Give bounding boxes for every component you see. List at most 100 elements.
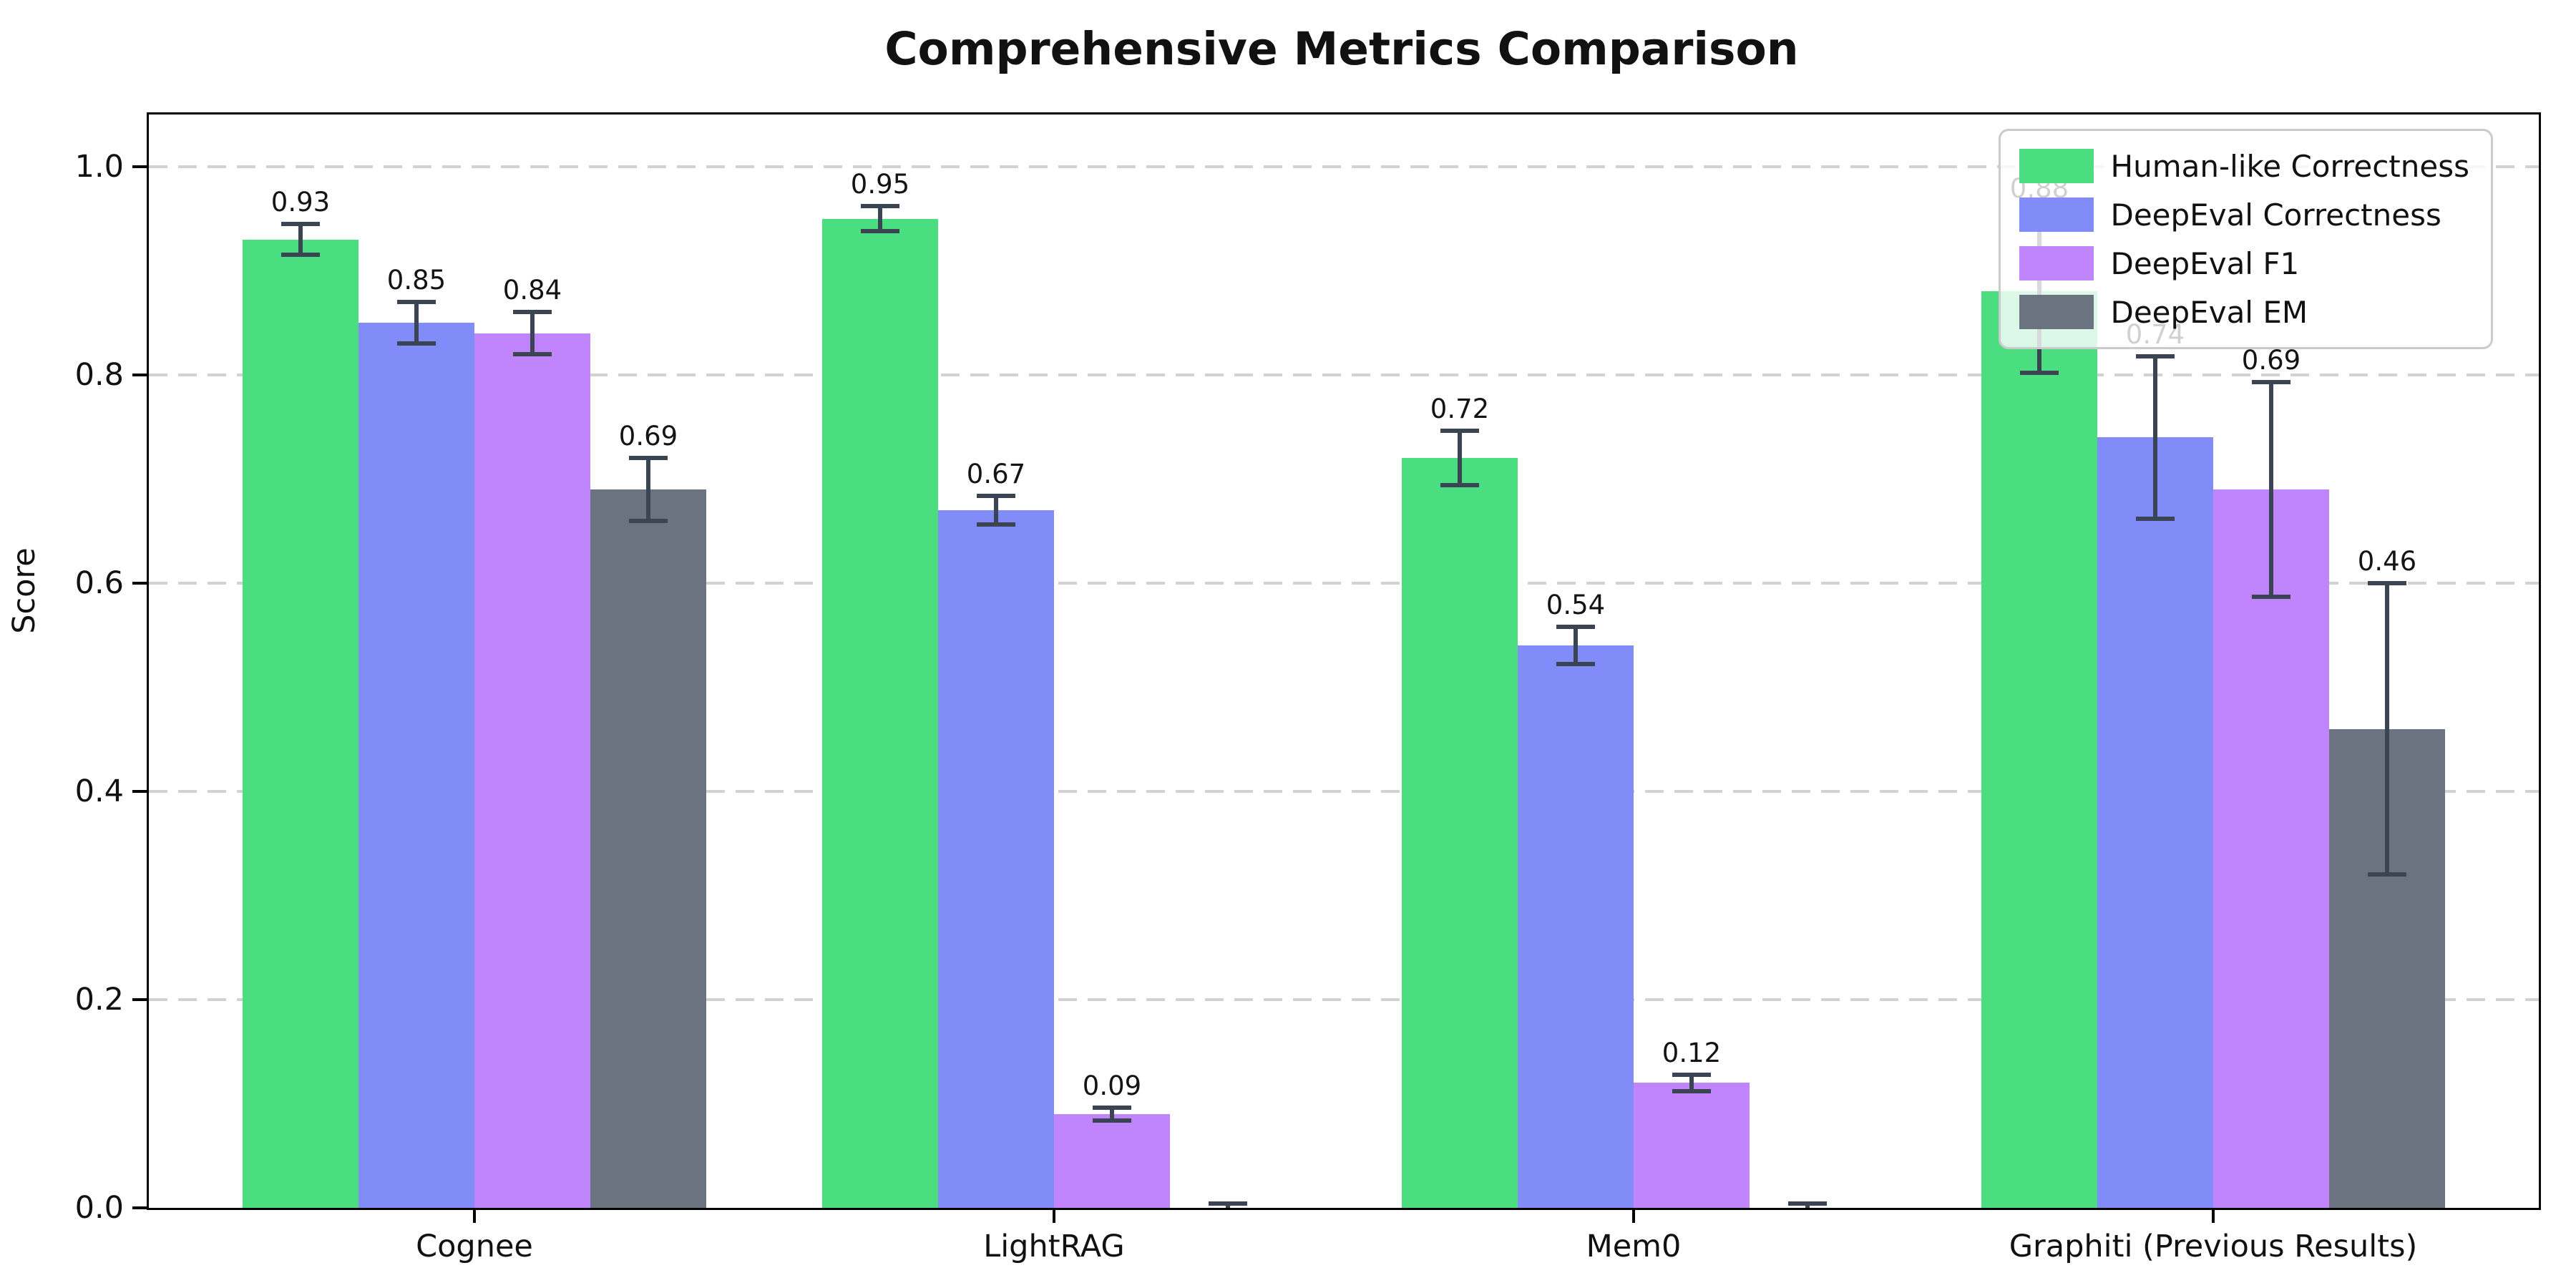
plot-area: 0.930.950.720.880.850.670.540.740.840.09… [147,112,2541,1210]
error-bar-cap [629,456,668,461]
error-bar [1689,1074,1694,1091]
error-bar [646,458,650,521]
y-tick-label: 0.8 [74,356,124,393]
gridline-0.2 [149,997,2539,1001]
error-bar-cap [2020,370,2059,375]
error-bar [2153,356,2157,519]
legend-entry: DeepEval F1 [2019,243,2470,284]
bar-deepeval-correctness-2 [1518,645,1634,1208]
error-bar-cap [513,310,552,315]
error-bar-cap [2136,516,2175,521]
error-bar-cap [281,253,320,258]
legend-entry: Human-like Correctness [2019,145,2470,187]
x-tick-mark [1632,1210,1635,1223]
bar-value-label: 0.67 [966,458,1026,489]
error-bar-cap [281,221,320,226]
legend-swatch-human-like-correctness [2019,149,2094,183]
error-bar [1458,431,1462,486]
error-bar-cap [1440,429,1479,434]
bar-value-label: 0.69 [618,421,678,452]
legend-label: DeepEval Correctness [2110,197,2441,233]
error-bar-cap [2368,872,2406,877]
bar-human-like-correctness-0 [243,239,358,1208]
bar-value-label: 0.85 [386,264,447,296]
y-tick-label: 0.6 [74,565,124,601]
error-bar-cap [1093,1118,1131,1123]
bar-human-like-correctness-3 [1981,291,2097,1208]
x-tick-mark [2212,1210,2215,1223]
x-category-label: Cognee [416,1229,533,1264]
error-bar-cap [2252,379,2290,384]
bar-value-label: 0.84 [502,275,562,306]
error-bar [2385,582,2389,875]
error-bar-cap [513,351,552,356]
y-tick-label: 0.0 [74,1190,124,1226]
legend-swatch-deepeval-correctness [2019,197,2094,232]
error-bar-cap [2252,594,2290,599]
y-tick-mark [132,789,147,793]
error-bar-cap [977,493,1015,498]
legend-label: Human-like Correctness [2110,148,2470,184]
x-category-label: LightRAG [983,1229,1125,1264]
error-bar-cap [397,299,436,304]
error-bar [530,312,535,354]
error-bar-cap [1093,1106,1131,1111]
bar-value-label: 0.09 [1082,1070,1142,1102]
gridline-0.4 [149,789,2539,793]
error-bar-cap [861,204,899,209]
error-bar-cap [1672,1089,1711,1093]
error-bar [1574,626,1578,665]
gridline-0.8 [149,373,2539,376]
error-bar-cap [1556,662,1595,667]
error-bar [878,206,882,231]
error-bar [994,495,998,525]
error-bar-cap [1209,1201,1247,1206]
bar-deepeval-correctness-1 [938,509,1054,1208]
x-tick-mark [1053,1210,1055,1223]
error-bar-cap [1672,1072,1711,1077]
error-bar-cap [1556,624,1595,629]
error-bar-cap [1788,1201,1827,1206]
legend: Human-like Correctness DeepEval Correctne… [1998,129,2493,349]
bar-value-label: 0.72 [1430,394,1490,425]
y-tick-mark [132,1206,147,1209]
bar-deepeval-f1-0 [474,333,590,1208]
error-bar [414,301,419,344]
y-tick-label: 1.0 [74,148,124,185]
legend-swatch-deepeval-f1 [2019,246,2094,280]
y-tick-mark [132,373,147,376]
legend-label: DeepEval F1 [2110,245,2300,281]
error-bar-cap [977,522,1015,527]
bar-value-label: 0.46 [2357,545,2417,577]
chart-title: Comprehensive Metrics Comparison [884,23,1799,75]
legend-label: DeepEval EM [2110,294,2308,330]
bar-deepeval-f1-2 [1634,1083,1750,1208]
bar-value-label: 0.69 [2241,344,2301,376]
bar-deepeval-correctness-3 [2097,437,2213,1208]
error-bar-cap [2368,580,2406,585]
bar-deepeval-f1-3 [2213,489,2329,1208]
legend-swatch-deepeval-em [2019,295,2094,329]
y-axis-label: Score [6,547,42,634]
gridline-1.0 [149,165,2539,168]
error-bar [298,223,303,255]
bar-human-like-correctness-2 [1402,458,1518,1208]
bar-value-label: 0.95 [850,169,910,200]
bar-human-like-correctness-1 [822,218,938,1208]
error-bar-cap [861,228,899,233]
bar-deepeval-f1-1 [1054,1114,1170,1208]
bar-value-label: 0.54 [1546,589,1606,620]
bar-value-label: 0.93 [270,186,331,218]
legend-entry: DeepEval Correctness [2019,194,2470,235]
x-tick-mark [473,1210,476,1223]
y-tick-label: 0.4 [74,773,124,809]
y-tick-label: 0.2 [74,981,124,1018]
legend-entry: DeepEval EM [2019,291,2470,333]
y-tick-mark [132,997,147,1001]
y-tick-mark [132,581,147,585]
bar-deepeval-em-0 [590,489,706,1208]
error-bar [1110,1108,1114,1121]
error-bar-cap [629,518,668,523]
x-category-label: Mem0 [1586,1229,1682,1264]
